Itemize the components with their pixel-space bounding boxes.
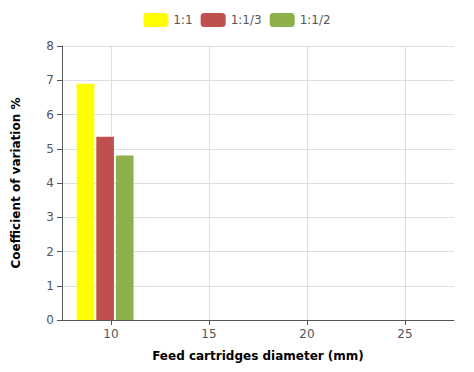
svg-text:8: 8 [46,39,54,53]
svg-text:6: 6 [46,108,54,122]
svg-text:Feed cartridges diameter (mm): Feed cartridges diameter (mm) [152,349,364,363]
svg-text:Coefficient of variation %: Coefficient of variation % [9,98,23,269]
svg-text:4: 4 [46,176,54,190]
svg-text:7: 7 [46,73,54,87]
svg-text:25: 25 [397,327,412,341]
svg-text:2: 2 [46,245,54,259]
svg-text:3: 3 [46,210,54,224]
svg-text:1: 1 [46,279,54,293]
svg-text:5: 5 [46,142,54,156]
svg-text:1:1/3: 1:1/3 [231,13,262,27]
svg-text:0: 0 [46,313,54,327]
svg-text:10: 10 [103,327,118,341]
svg-text:1:1/2: 1:1/2 [300,13,331,27]
svg-text:20: 20 [299,327,314,341]
svg-text:1:1: 1:1 [173,13,192,27]
svg-text:15: 15 [201,327,216,341]
